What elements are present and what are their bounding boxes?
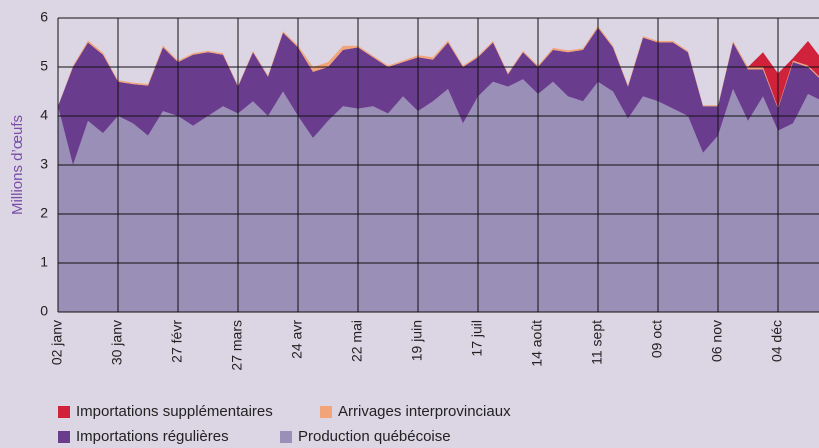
x-tick-label: 09 oct	[649, 320, 665, 358]
y-tick-label: 0	[40, 303, 48, 319]
x-tick-label: 04 déc	[769, 320, 785, 362]
y-tick-label: 5	[40, 58, 48, 74]
x-tick-label: 06 nov	[709, 320, 725, 362]
x-tick-label: 22 mai	[349, 320, 365, 362]
x-tick-label: 17 juil	[469, 320, 485, 357]
x-tick-label: 14 août	[529, 320, 545, 367]
legend-swatch	[280, 431, 292, 443]
legend-label: Importations supplémentaires	[76, 403, 273, 420]
y-tick-label: 2	[40, 205, 48, 221]
legend-swatch	[320, 406, 332, 418]
y-tick-label: 4	[40, 107, 48, 123]
y-axis-label: Millions d’œufs	[9, 115, 26, 215]
y-tick-label: 6	[40, 9, 48, 25]
y-tick-label: 1	[40, 254, 48, 270]
legend-label: Production québécoise	[298, 428, 451, 445]
legend-swatch	[58, 431, 70, 443]
y-tick-label: 3	[40, 156, 48, 172]
x-tick-label: 24 avr	[289, 320, 305, 359]
x-tick-label: 30 janv	[109, 320, 125, 365]
legend-label: Arrivages interprovinciaux	[338, 403, 511, 420]
x-tick-label: 27 févr	[169, 320, 185, 363]
x-tick-label: 27 mars	[229, 320, 245, 371]
x-tick-label: 02 janv	[49, 320, 65, 365]
legend-label: Importations régulières	[76, 428, 229, 445]
area	[58, 79, 819, 312]
x-tick-label: 19 juin	[409, 320, 425, 361]
x-tick-label: 11 sept	[589, 320, 605, 365]
area	[58, 27, 819, 165]
legend-swatch	[58, 406, 70, 418]
